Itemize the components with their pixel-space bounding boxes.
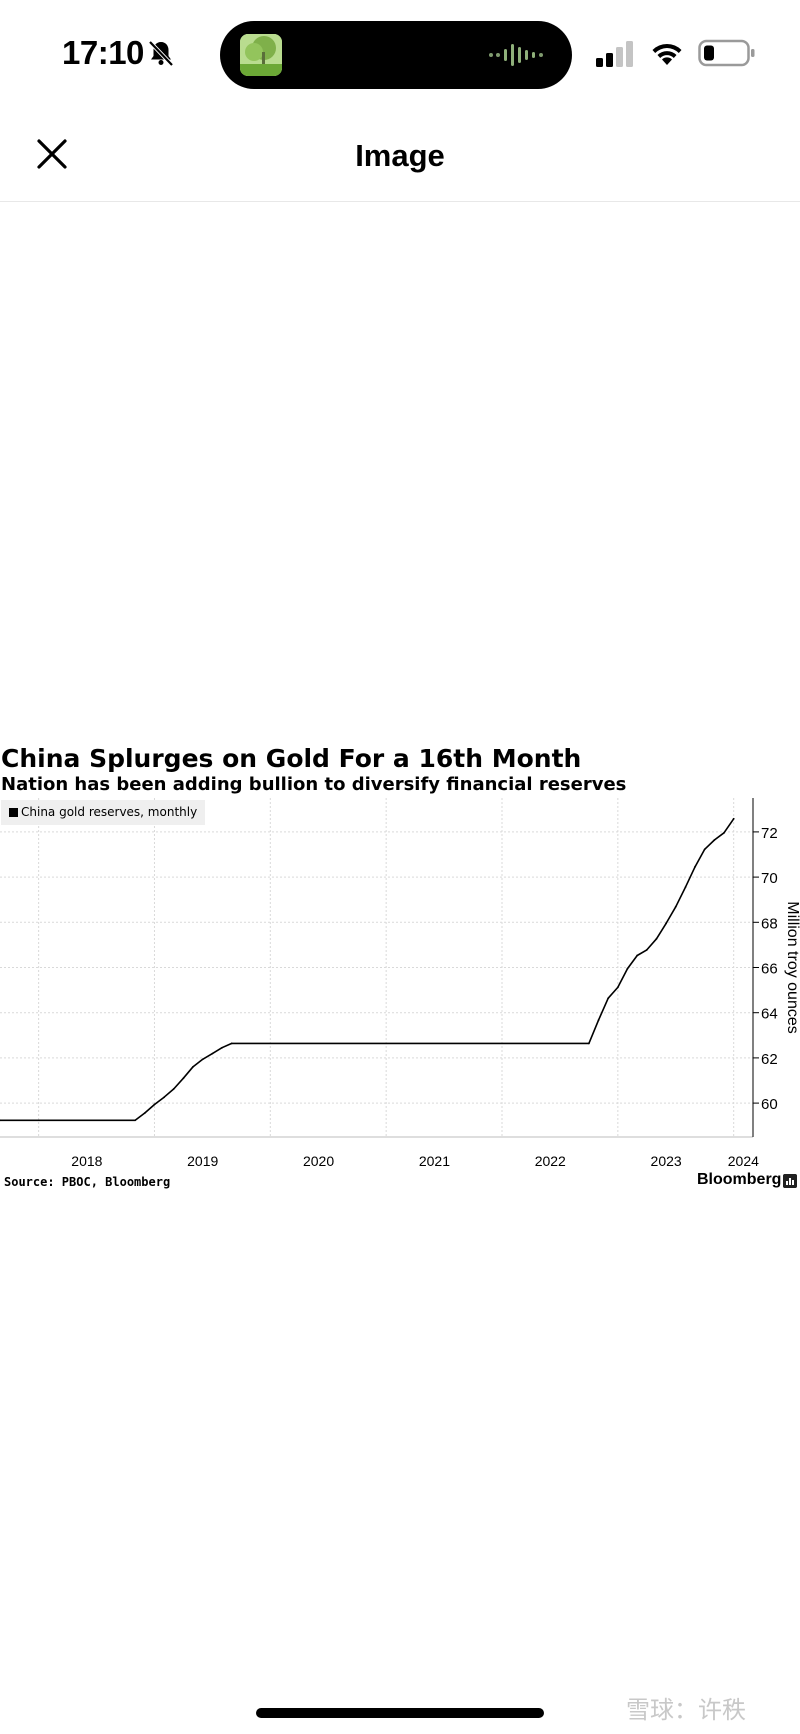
data-point <box>665 922 668 925</box>
watermark: 雪球：许秩 <box>626 1696 746 1724</box>
data-point <box>182 1077 185 1080</box>
home-indicator[interactable] <box>256 1708 544 1718</box>
y-tick-label: 62 <box>761 1051 778 1068</box>
y-tick-label: 72 <box>761 825 778 842</box>
data-point <box>587 1042 590 1045</box>
data-point <box>172 1087 175 1090</box>
y-tick-label: 66 <box>761 961 778 978</box>
chart-title: China Splurges on Gold For a 16th Month <box>1 744 582 773</box>
y-tick-label: 70 <box>761 870 778 887</box>
data-point <box>616 986 619 989</box>
data-point <box>143 1112 146 1114</box>
x-tick-label: 2024 <box>728 1153 759 1169</box>
chart-subtitle: Nation has been adding bullion to divers… <box>1 774 627 795</box>
data-point <box>703 848 706 851</box>
x-tick-label: 2021 <box>419 1153 450 1169</box>
data-point <box>636 954 639 957</box>
bell-slash-icon <box>148 40 174 67</box>
audio-wave-icon <box>489 44 543 66</box>
battery-icon <box>698 39 755 67</box>
data-point <box>723 831 725 834</box>
data-point <box>674 905 677 908</box>
chart-source: Source: PBOC, Bloomberg <box>4 1175 171 1189</box>
data-point <box>597 1019 600 1022</box>
now-playing-thumbnail[interactable] <box>240 34 282 76</box>
data-point <box>655 937 658 940</box>
data-point <box>626 967 629 970</box>
data-point <box>192 1065 194 1068</box>
status-bar: 17:10 <box>0 0 800 110</box>
cellular-signal-icon <box>596 41 633 67</box>
data-point <box>153 1103 156 1106</box>
data-point <box>684 886 687 889</box>
chart-legend: China gold reserves, monthly <box>1 800 206 825</box>
dynamic-island[interactable] <box>220 21 572 89</box>
data-point <box>134 1119 137 1122</box>
data-point <box>607 997 610 1000</box>
chart-plot: 60 62 64 66 68 70 72 2018 2019 2020 2021 2022 2023 20… <box>0 798 800 1169</box>
wifi-icon <box>652 43 682 65</box>
data-point <box>694 865 696 868</box>
legend-label: China gold reserves, monthly <box>21 805 198 819</box>
x-tick-label: 2018 <box>71 1153 102 1169</box>
series-line <box>0 818 735 1122</box>
x-tick-label: 2023 <box>651 1153 682 1169</box>
data-point <box>230 1042 233 1045</box>
status-time: 17:10 <box>62 34 144 71</box>
data-point <box>163 1096 166 1099</box>
nav-bar: Image <box>0 110 800 202</box>
x-tick-label: 2020 <box>303 1153 334 1169</box>
data-point <box>221 1046 223 1049</box>
data-point <box>211 1052 214 1055</box>
y-tick-label: 68 <box>761 915 778 932</box>
data-point <box>713 839 716 841</box>
data-point <box>0 1119 1 1122</box>
chart-badge-icon <box>783 1174 797 1188</box>
data-point <box>201 1058 204 1061</box>
close-icon[interactable] <box>30 132 74 176</box>
y-tick-label: 60 <box>761 1096 778 1113</box>
y-axis-label: Million troy ounces <box>784 901 800 1034</box>
x-tick-label: 2022 <box>535 1153 566 1169</box>
y-tick-label: 64 <box>761 1006 778 1023</box>
x-tick-label: 2019 <box>187 1153 218 1169</box>
legend-swatch <box>9 808 18 817</box>
data-point <box>732 817 735 820</box>
data-point <box>645 948 648 951</box>
page-title: Image <box>355 138 445 173</box>
bloomberg-logo: Bloomberg <box>697 1171 782 1188</box>
